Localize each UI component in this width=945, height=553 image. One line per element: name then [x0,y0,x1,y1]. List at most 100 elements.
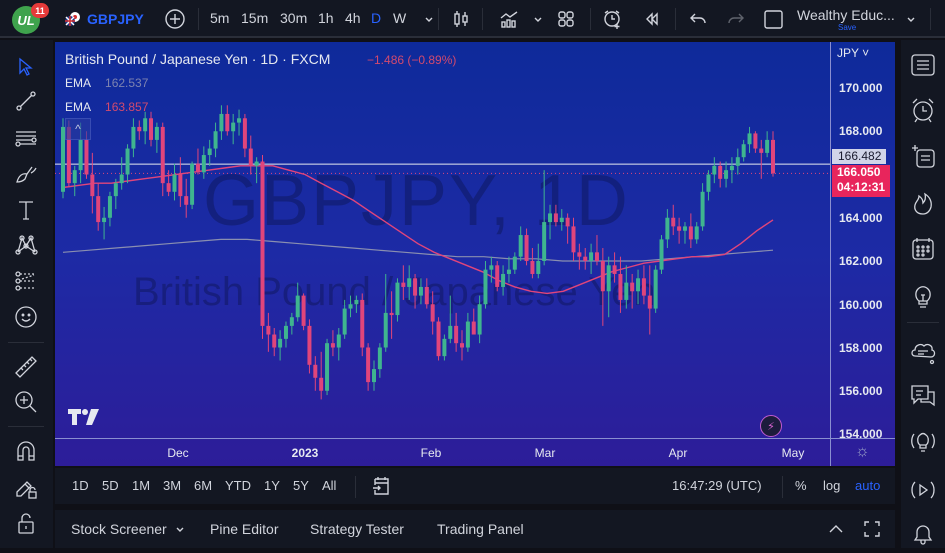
brush-icon [16,166,37,183]
tradingview-logo[interactable] [67,407,101,427]
candlestick-plot[interactable] [55,42,830,438]
lightning-event-icon[interactable]: ⚡ [760,415,782,437]
time-label-may: May [781,446,805,460]
candle [542,222,547,261]
candle [149,118,154,140]
range-5d[interactable]: 5D [102,478,119,493]
interval-4h[interactable]: 4h [345,10,361,26]
chats-button[interactable] [909,382,937,410]
chart-settings-sun-icon[interactable]: ☼ [855,443,870,460]
brush-tool-button[interactable] [13,161,39,187]
range-ytd[interactable]: YTD [225,478,251,493]
layout-grid-button[interactable] [555,8,577,30]
pattern-tool-button[interactable] [13,232,39,258]
chart-pane[interactable]: GBPJPY, 1D British Pound / Japanese Yen … [55,42,895,466]
chart-legend-title[interactable]: British Pound / Japanese Yen · 1D · FXCM [65,51,331,67]
fullscreen-toggle-button[interactable] [762,8,784,30]
range-1y[interactable]: 1Y [264,478,280,493]
object-tree-button[interactable] [909,142,937,170]
ideas-button[interactable] [909,282,937,310]
toolbar-divider [590,8,591,30]
ruler-icon [15,356,37,378]
bar-countdown: 04:12:31 [837,180,886,194]
range-1d[interactable]: 1D [72,478,89,493]
chart-type-candles-button[interactable] [450,8,472,30]
interval-dropdown-button[interactable] [418,9,440,31]
watchlist-button[interactable] [909,51,937,79]
tab-strategy-tester[interactable]: Strategy Tester [310,521,404,537]
replay-button[interactable] [641,8,663,30]
price-label: 162.000 [839,254,883,268]
legend-collapse-button[interactable]: ^ [65,118,91,140]
tech-idea-stream-button[interactable] [909,427,937,455]
candle [366,347,371,383]
price-axis[interactable]: JPY ˅ 170.000 168.000 164.000 162.000 16… [830,42,895,441]
tab-pine-editor[interactable]: Pine Editor [210,521,279,537]
candle [348,304,353,309]
redo-button[interactable] [725,8,747,30]
create-alert-button[interactable] [602,8,624,30]
compare-add-symbol-button[interactable] [164,8,186,30]
lock-drawings-button[interactable] [13,474,39,500]
calendar-button[interactable] [909,235,937,263]
indicators-button[interactable] [498,8,520,30]
interval-w[interactable]: W [393,10,407,26]
text-tool-button[interactable] [13,197,39,223]
streams-button[interactable] [909,476,937,504]
candle [184,196,189,205]
time-axis[interactable]: Dec 2023 Feb Mar Apr May ☼ [55,438,895,466]
symbol-search-button[interactable]: GBPJPY [87,11,144,27]
expand-panel-button[interactable] [825,518,847,540]
candle [336,334,341,348]
layout-name-button[interactable]: Wealthy Educ... [797,7,895,23]
trend-line-tool-button[interactable] [13,88,39,114]
indicators-dropdown-button[interactable] [527,9,549,31]
price-label: 164.000 [839,211,883,225]
emoji-tool-button[interactable] [13,304,39,330]
undo-button[interactable] [687,8,709,30]
hotlists-button[interactable] [909,189,937,217]
measure-tool-button[interactable] [13,354,39,380]
candle [90,174,95,197]
candle [307,325,312,365]
horizontal-lines-tool-button[interactable] [13,125,39,151]
layout-dropdown-button[interactable] [900,9,922,31]
cursor-tool-button[interactable] [13,54,39,80]
zoom-in-tool-button[interactable] [13,389,39,415]
alerts-button[interactable] [909,96,937,124]
notifications-button[interactable] [909,520,937,548]
maximize-panel-button[interactable] [861,518,883,540]
utc-clock[interactable]: 16:47:29 (UTC) [672,478,762,493]
range-5y[interactable]: 5Y [293,478,309,493]
forecasting-tool-button[interactable] [13,268,39,294]
minds-button[interactable] [909,338,937,366]
range-3m[interactable]: 3M [163,478,182,493]
ema-legend-slow[interactable]: EMA 162.537 [65,76,148,90]
layout-save-link[interactable]: Save [838,23,857,32]
range-1m[interactable]: 1M [132,478,151,493]
candle [113,183,118,197]
time-label-dec: Dec [167,446,189,460]
interval-15m[interactable]: 15m [241,10,269,26]
candle [454,325,459,344]
auto-scale-toggle[interactable]: auto [855,478,881,493]
go-to-date-button[interactable] [370,475,392,497]
ema-legend-fast[interactable]: EMA 163.857 [65,100,148,114]
tab-trading-panel[interactable]: Trading Panel [437,521,524,537]
interval-d-active[interactable]: D [371,10,382,26]
interval-5m[interactable]: 5m [210,10,230,26]
percent-scale-toggle[interactable]: % [795,478,807,493]
lock-all-button[interactable] [13,510,39,536]
magnet-mode-button[interactable] [13,438,39,464]
interval-1h[interactable]: 1h [318,10,334,26]
interval-30m[interactable]: 30m [280,10,308,26]
candle [84,139,89,175]
range-all[interactable]: All [322,478,337,493]
toolbar-divider [355,476,356,498]
stock-screener-dropdown[interactable] [169,519,191,541]
tab-stock-screener[interactable]: Stock Screener [71,521,167,537]
log-scale-toggle[interactable]: log [823,478,841,493]
candle [536,261,541,274]
range-6m[interactable]: 6M [194,478,213,493]
currency-selector[interactable]: JPY ˅ [837,46,870,60]
